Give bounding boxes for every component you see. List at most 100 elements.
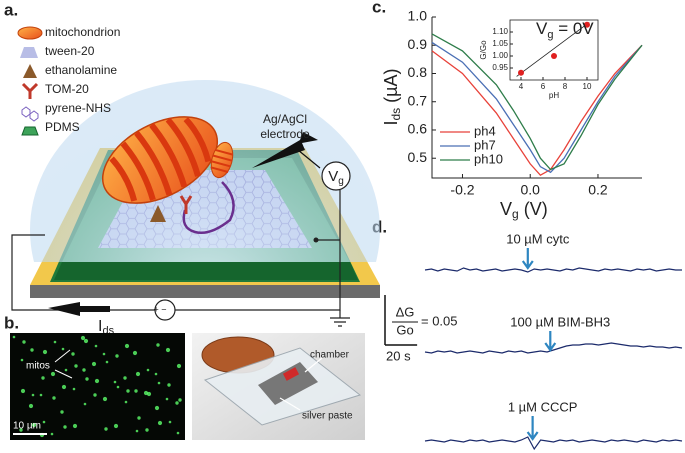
x-tick-label: 0.0 — [520, 182, 540, 198]
y-tick-label: 1.0 — [408, 8, 428, 24]
y-axis-label: G/Go — [479, 40, 488, 60]
current-arrow — [48, 302, 110, 316]
electrode-label: electrode — [260, 127, 310, 141]
dot — [146, 368, 150, 372]
fit-line — [516, 22, 590, 77]
dot — [93, 393, 97, 397]
y-tick-label: 1.10 — [492, 27, 508, 36]
micrograph — [10, 333, 185, 440]
x-axis-label: pH — [549, 91, 559, 100]
x-axis-label: Vg (V) — [500, 199, 548, 221]
dot — [124, 343, 130, 349]
gate-sub: g — [338, 176, 344, 187]
ethanolamine-mark — [150, 205, 166, 222]
dot — [53, 340, 57, 344]
circuit — [11, 161, 351, 327]
legend-label: tween-20 — [45, 44, 95, 58]
trace — [424, 436, 683, 451]
legend-icon — [20, 47, 38, 58]
series-line — [431, 41, 643, 174]
annotation-sub: g — [547, 29, 553, 41]
chamber-label: chamber — [310, 350, 350, 361]
legend-label: TOM-20 — [45, 82, 89, 96]
dot — [12, 335, 16, 339]
mitochondrion-small — [210, 141, 234, 179]
dot — [64, 368, 68, 372]
electrode-wire — [297, 149, 321, 169]
pointer — [279, 357, 323, 411]
annotation-rest: = 0V — [553, 19, 594, 38]
dot — [175, 401, 179, 405]
dot — [154, 372, 158, 376]
dot — [145, 428, 149, 432]
pdms-front — [54, 262, 358, 280]
dot — [39, 393, 43, 397]
dot — [115, 354, 119, 358]
paste-label: silver paste — [302, 411, 353, 422]
event-arrow — [526, 416, 539, 441]
legend-label: ethanolamine — [45, 63, 117, 77]
dot — [82, 368, 86, 372]
legend-label: ph4 — [474, 123, 496, 138]
x-axis-label-sub: g — [512, 207, 519, 221]
scale-y-label: = 0.05 — [421, 313, 458, 328]
y-tick-label: 0.7 — [408, 92, 428, 108]
y-tick-label: 0.9 — [408, 36, 428, 52]
dot — [72, 423, 78, 429]
point — [518, 69, 524, 76]
axis — [431, 17, 642, 179]
dot — [50, 432, 54, 436]
x-tick-label: 0.2 — [588, 182, 608, 198]
x-tick-label: 8 — [563, 82, 568, 91]
dot — [74, 364, 78, 368]
panel-label: b. — [4, 313, 19, 332]
droplet — [30, 80, 380, 262]
legend-label: ph10 — [474, 151, 503, 166]
dot — [126, 389, 130, 393]
y-tick-label: 0.8 — [408, 64, 428, 80]
dot — [72, 387, 76, 391]
dot — [157, 420, 163, 426]
dot — [176, 431, 180, 435]
scale-y-den: Go — [396, 322, 413, 337]
dot — [132, 350, 138, 356]
trace-label: 100 µM BIM-BH3 — [510, 314, 610, 329]
tom20-mark — [179, 195, 193, 214]
dot — [31, 393, 35, 397]
mito-dots — [12, 335, 182, 438]
dot — [157, 381, 161, 385]
substrate — [30, 285, 380, 298]
x-axis-label-main: V — [500, 199, 512, 219]
pointer — [54, 349, 73, 379]
dot — [168, 420, 172, 424]
dot — [28, 403, 34, 409]
dot — [42, 349, 48, 355]
dot — [50, 371, 56, 377]
event-arrow — [521, 248, 534, 270]
legend-icon — [21, 126, 39, 136]
y-tick-label: 1.05 — [492, 39, 508, 48]
legend-icon — [21, 82, 39, 99]
dot — [178, 398, 182, 402]
panel-label: c. — [372, 0, 386, 16]
trace — [424, 267, 682, 273]
dot — [116, 385, 120, 389]
dot — [102, 396, 108, 402]
dot — [113, 423, 119, 429]
dot — [20, 358, 24, 362]
mitochondrion — [101, 116, 219, 204]
dot — [167, 383, 171, 387]
annotation: Vg = 0V — [536, 19, 594, 40]
annotation-main: V — [536, 19, 548, 38]
dot — [123, 376, 127, 380]
legend-icon — [23, 64, 37, 78]
dot — [105, 360, 109, 364]
dot — [85, 377, 89, 381]
legend-label: ph7 — [474, 137, 496, 152]
dot — [19, 428, 23, 432]
gate-label: Vg — [328, 168, 344, 187]
electrode-label: Ag/AgCl — [263, 112, 307, 126]
dot — [113, 380, 117, 384]
dot — [60, 410, 64, 414]
dot — [31, 422, 37, 428]
